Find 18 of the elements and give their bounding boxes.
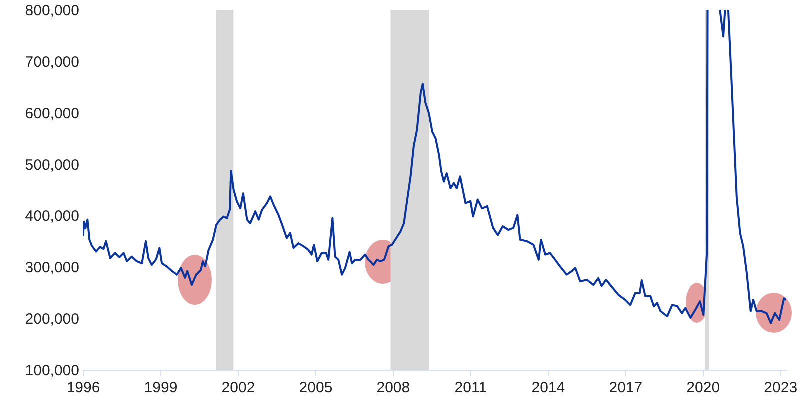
x-tick-label: 2002 [222,380,256,396]
y-tick-label: 300,000 [25,260,80,277]
x-tick-label: 2014 [532,380,566,396]
y-tick-label: 600,000 [25,105,80,122]
y-tick-label: 400,000 [25,208,80,226]
x-tick-label: 2005 [299,380,333,396]
y-tick-label: 700,000 [25,54,80,71]
x-tick-label: 2023 [764,380,798,396]
x-tick-label: 2020 [686,380,720,396]
y-tick-label: 200,000 [25,311,80,328]
x-tick-label: 1996 [66,380,100,396]
y-tick-label: 100,000 [25,362,80,380]
y-tick-label: 800,000 [25,2,80,20]
x-tick-label: 2017 [609,380,643,396]
y-tick-label: 500,000 [25,156,80,174]
x-tick-label: 1999 [144,380,178,396]
x-tick-label: 2008 [376,380,410,396]
x-tick-label: 2011 [454,380,488,396]
